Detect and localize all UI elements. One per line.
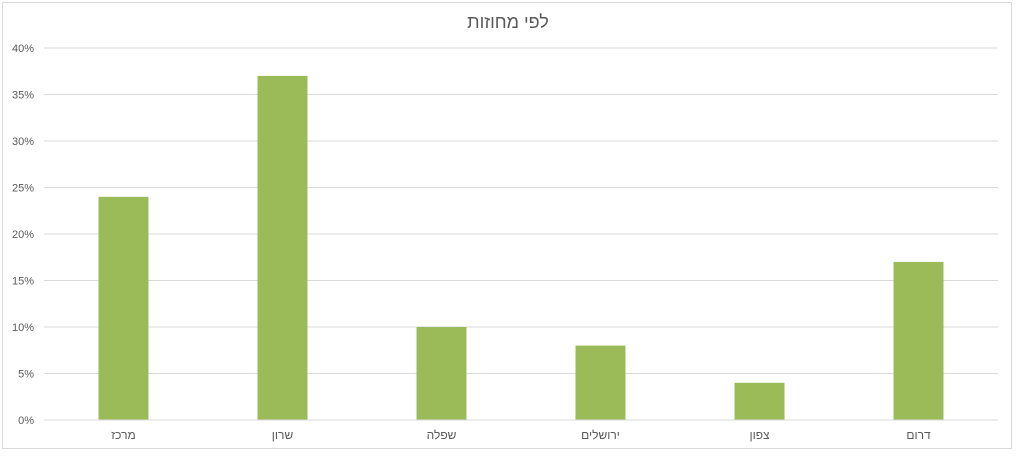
bar-5	[734, 382, 785, 420]
bar-6	[893, 261, 944, 420]
bars	[98, 75, 944, 421]
chart-frame: לפי מחוזות	[2, 2, 1012, 449]
x-category-label: שרון	[272, 428, 294, 442]
y-axis-tick-labels: 0% 5% 10% 15% 20% 25% 30% 35% 40%	[12, 43, 34, 427]
y-tick-label: 5%	[18, 369, 34, 381]
bar-3	[416, 327, 467, 420]
y-tick-label: 25%	[12, 183, 34, 195]
gridlines	[44, 47, 998, 374]
x-axis-category-labels: מרכז שרון שפלה ירושלים צפון דרום	[111, 428, 931, 442]
y-tick-label: 15%	[12, 276, 34, 288]
y-tick-label: 30%	[12, 136, 34, 148]
y-tick-label: 20%	[12, 229, 34, 241]
y-tick-label: 0%	[18, 415, 34, 427]
y-tick-label: 40%	[12, 43, 34, 55]
bar-2	[257, 75, 308, 421]
x-category-label: ירושלים	[581, 428, 620, 442]
bar-1	[98, 196, 149, 420]
chart-title: לפי מחוזות	[467, 12, 549, 32]
x-category-label: שפלה	[427, 428, 457, 442]
x-category-label: דרום	[906, 428, 931, 442]
bar-4	[575, 345, 626, 420]
x-category-label: צפון	[749, 428, 770, 442]
y-tick-label: 35%	[12, 90, 34, 102]
x-category-label: מרכז	[111, 428, 135, 442]
y-tick-label: 10%	[12, 322, 34, 334]
